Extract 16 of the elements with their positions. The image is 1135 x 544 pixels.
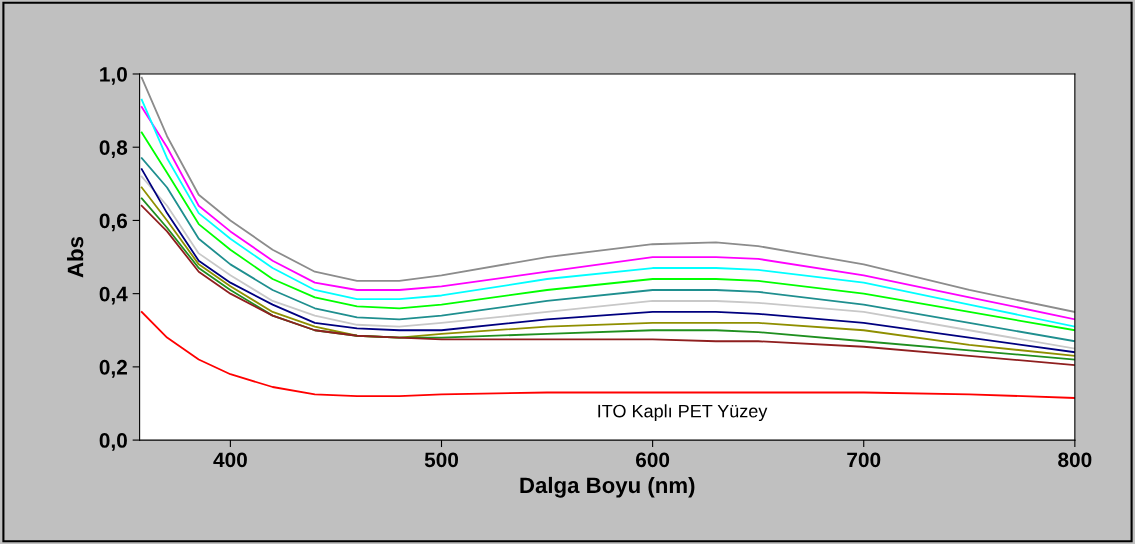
y-axis-title: Abs bbox=[67, 236, 84, 278]
y-tick-label: 0,8 bbox=[99, 140, 128, 158]
annotation: ITO Kaplı PET Yüzey bbox=[598, 404, 768, 422]
x-tick-label: 700 bbox=[847, 452, 881, 468]
x-tick-label: 400 bbox=[213, 452, 247, 468]
y-tick-label: 0,6 bbox=[99, 213, 128, 232]
x-tick-label: 600 bbox=[636, 452, 670, 468]
x-axis-title: Dalga Boyu (nm) bbox=[520, 476, 695, 498]
y-tick-label: 0,0 bbox=[99, 433, 127, 451]
y-tick-label: 0,2 bbox=[99, 359, 127, 378]
y-tick-label: 1,0 bbox=[100, 66, 127, 85]
y-tick-label: 0,4 bbox=[99, 286, 128, 305]
line-series bbox=[140, 131, 1075, 332]
x-tick-label: 500 bbox=[424, 452, 459, 468]
x-tick-label: 800 bbox=[1058, 452, 1092, 468]
line-series bbox=[140, 311, 1075, 399]
